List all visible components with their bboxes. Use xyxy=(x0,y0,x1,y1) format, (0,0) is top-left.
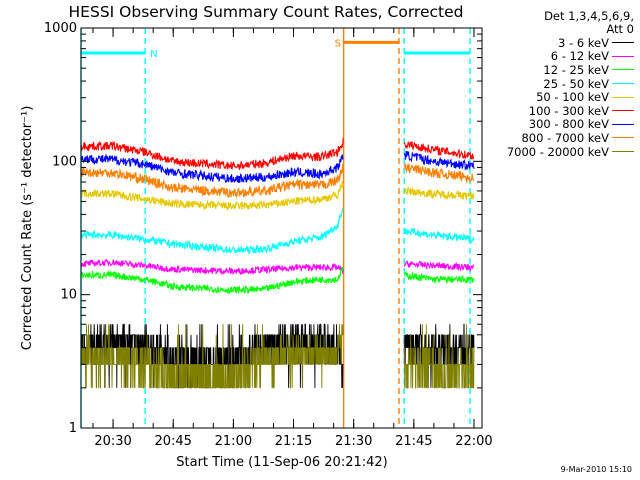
legend-item-swatch xyxy=(612,137,634,139)
legend-item-label: 7000 - 20000 keV xyxy=(506,144,609,159)
flag-n-label: N xyxy=(150,49,157,60)
legend-item-swatch xyxy=(612,55,634,57)
legend-item-label: 6 - 12 keV xyxy=(550,49,609,64)
legend-item-label: 300 - 800 keV xyxy=(528,117,609,132)
series-line-100-300kev xyxy=(80,138,344,170)
legend-item: 300 - 800 keV xyxy=(484,117,634,132)
legend-item-label: 50 - 100 keV xyxy=(536,90,609,105)
series-line-7000-20000kev xyxy=(403,324,475,389)
x-axis-label: Start Time (11-Sep-06 20:21:42) xyxy=(176,455,387,470)
x-tick-label: 21:30 xyxy=(335,434,372,449)
legend-item-swatch xyxy=(612,42,634,44)
series-line-25-50kev xyxy=(80,207,344,255)
x-tick-label: 21:00 xyxy=(215,434,252,449)
legend-item: 6 - 12 keV xyxy=(484,49,634,64)
series-line-100-300kev xyxy=(403,141,475,160)
timestamp-stamp: 9-Mar-2010 15:10 xyxy=(560,465,632,474)
y-tick-label: 1000 xyxy=(44,21,77,36)
legend-item-swatch xyxy=(612,69,634,71)
series-line-25-50kev xyxy=(403,227,475,244)
legend-item: 800 - 7000 keV xyxy=(484,131,634,145)
legend-item: 25 - 50 keV xyxy=(484,77,634,91)
legend-item: 50 - 100 keV xyxy=(484,90,634,104)
legend-item-label: 3 - 6 keV xyxy=(558,35,609,50)
legend-item-swatch xyxy=(612,83,634,85)
series-line-12-25kev xyxy=(403,270,475,284)
legend-item-label: 800 - 7000 keV xyxy=(521,130,609,145)
series-line-50-100kev xyxy=(80,180,344,212)
legend-item-swatch xyxy=(612,96,634,98)
series-line-50-100kev xyxy=(404,185,475,201)
x-tick-label: 21:45 xyxy=(395,434,432,449)
y-axis-label: Corrected Count Rate (s⁻¹ detector⁻¹) xyxy=(20,106,35,351)
legend-entries: 3 - 6 keV 6 - 12 keV 12 - 25 keV 25 - 50 ke… xyxy=(484,36,634,159)
flag-s-label: S xyxy=(335,38,341,49)
series-line-300-800kev xyxy=(80,153,344,184)
legend-header-line-2: Att 0 xyxy=(606,22,634,36)
legend-item: 100 - 300 keV xyxy=(484,104,634,118)
series-line-6-12kev xyxy=(403,260,475,272)
series-line-6-12kev xyxy=(80,258,344,276)
x-tick-label: 22:00 xyxy=(455,434,492,449)
series-line-800-7000kev xyxy=(403,163,475,184)
series-line-3-6kev xyxy=(80,323,344,389)
series-line-7000-20000kev xyxy=(80,324,344,389)
legend-item-label: 12 - 25 keV xyxy=(543,62,609,77)
legend-item-swatch xyxy=(612,151,634,153)
legend-item-swatch xyxy=(612,123,634,125)
legend-item-label: 25 - 50 keV xyxy=(543,76,609,91)
plot-area: NS xyxy=(80,28,475,428)
plot-frame xyxy=(80,27,483,429)
x-tick-label: 20:45 xyxy=(154,434,191,449)
y-tick-label: 1 xyxy=(69,421,77,436)
chart-title: HESSI Observing Summary Count Rates, Cor… xyxy=(69,3,464,21)
legend-item-label: 100 - 300 keV xyxy=(528,103,609,118)
legend-item: 3 - 6 keV xyxy=(484,36,634,50)
axes: 1 10 100 1000 20:30 20:45 21:00 21:15 21:30 21:45… xyxy=(44,21,493,449)
y-tick-label: 10 xyxy=(60,288,77,303)
legend-header-line-1: Det 1,3,4,5,6,9, xyxy=(544,9,634,23)
x-tick-label: 20:30 xyxy=(94,434,131,449)
legend: Det 1,3,4,5,6,9, Att 0 3 - 6 keV 6 - 12 k… xyxy=(484,9,634,159)
series-line-300-800kev xyxy=(403,150,475,171)
y-tick-label: 100 xyxy=(52,154,77,169)
series-line-12-25kev xyxy=(80,266,344,296)
legend-item: 7000 - 20000 keV xyxy=(484,145,634,159)
legend-item-swatch xyxy=(612,110,634,112)
x-tick-label: 21:15 xyxy=(275,434,312,449)
legend-item: 12 - 25 keV xyxy=(484,63,634,77)
series-line-800-7000kev xyxy=(80,163,344,199)
